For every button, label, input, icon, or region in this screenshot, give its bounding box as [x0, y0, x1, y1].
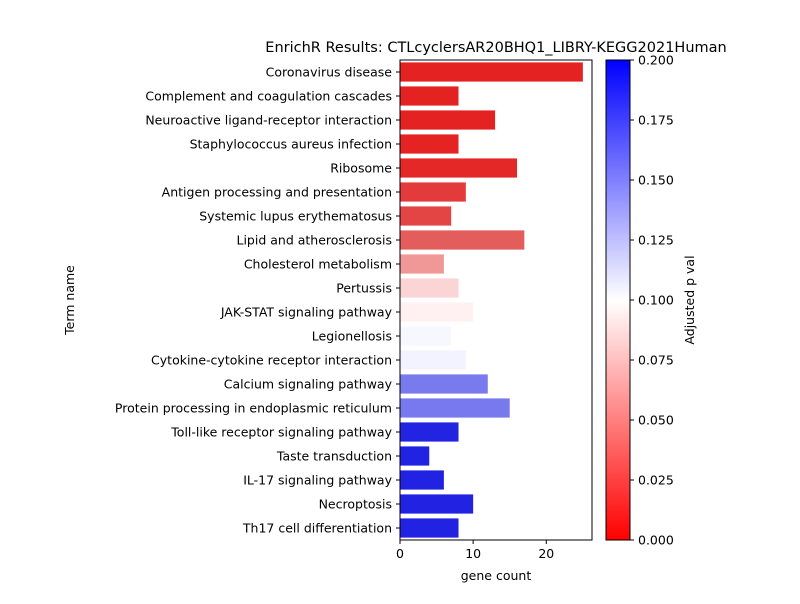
- y-tick-label: Neuroactive ligand-receptor interaction: [145, 113, 392, 128]
- y-tick-label: Lipid and atherosclerosis: [237, 233, 393, 248]
- y-tick-label: Cytokine-cytokine receptor interaction: [151, 353, 392, 368]
- bar: [400, 230, 525, 250]
- x-tick-label: 0: [396, 546, 404, 561]
- plot-frame: [399, 59, 593, 541]
- y-tick-label: Toll-like receptor signaling pathway: [170, 425, 392, 440]
- y-tick-label: IL-17 signaling pathway: [243, 473, 392, 488]
- colorbar-tick-label: 0.000: [638, 533, 674, 548]
- x-axis: 0 10 20: [396, 540, 554, 561]
- y-tick-label: Antigen processing and presentation: [162, 185, 392, 200]
- bar: [400, 110, 496, 130]
- bar: [400, 422, 459, 442]
- y-tick-label: Systemic lupus erythematosus: [199, 209, 392, 224]
- bar: [400, 374, 488, 394]
- bar: [400, 62, 583, 82]
- colorbar-gradient: [605, 59, 631, 541]
- colorbar-label: Adjusted p val: [682, 255, 697, 344]
- colorbar-tick-label: 0.125: [638, 233, 674, 248]
- bars-layer: [400, 62, 583, 538]
- colorbar-tick-label: 0.200: [638, 53, 674, 68]
- bar: [400, 182, 466, 202]
- y-tick-label: Taste transduction: [276, 449, 392, 464]
- y-tick-label: Th17 cell differentiation: [242, 521, 392, 536]
- bar: [400, 470, 444, 490]
- bar: [400, 134, 459, 154]
- y-tick-label: Staphylococcus aureus infection: [190, 137, 392, 152]
- bar: [400, 86, 459, 106]
- colorbar-tick-label: 0.175: [638, 113, 674, 128]
- colorbar-tick-label: 0.100: [638, 293, 674, 308]
- x-tick-label: 10: [465, 546, 481, 561]
- colorbar-tick-label: 0.075: [638, 353, 674, 368]
- y-tick-labels: Coronavirus disease Complement and coagul…: [115, 65, 400, 536]
- colorbar-tick-label: 0.025: [638, 473, 674, 488]
- bar: [400, 278, 459, 298]
- y-tick-label: Legionellosis: [312, 329, 392, 344]
- bar: [400, 206, 452, 226]
- y-tick-label: Complement and coagulation cascades: [145, 89, 392, 104]
- bar: [400, 518, 459, 538]
- y-tick-label: Coronavirus disease: [266, 65, 393, 80]
- bar: [400, 350, 466, 370]
- bar: [400, 302, 474, 322]
- y-tick-label: Ribosome: [330, 161, 392, 176]
- bar: [400, 494, 474, 514]
- bar: [400, 398, 510, 418]
- x-axis-label: gene count: [461, 568, 532, 583]
- y-tick-label: Protein processing in endoplasmic reticu…: [115, 401, 392, 416]
- chart-title: EnrichR Results: CTLcyclersAR20BHQ1_LIBR…: [265, 40, 726, 56]
- bar: [400, 326, 452, 346]
- y-tick-label: Cholesterol metabolism: [244, 257, 392, 272]
- y-tick-label: Pertussis: [336, 281, 392, 296]
- bar: [400, 446, 430, 466]
- y-tick-label: Calcium signaling pathway: [224, 377, 393, 392]
- y-tick-label: JAK-STAT signaling pathway: [220, 305, 393, 320]
- y-tick-label: Necroptosis: [319, 497, 392, 512]
- colorbar-tick-label: 0.150: [638, 173, 674, 188]
- bar: [400, 158, 518, 178]
- bar: [400, 254, 444, 274]
- colorbar: 0.000 0.025 0.050 0.075 0.100 0.125 0.150 0.175…: [605, 53, 674, 548]
- y-axis-label: Term name: [62, 265, 77, 336]
- x-tick-label: 20: [538, 546, 554, 561]
- colorbar-tick-label: 0.050: [638, 413, 674, 428]
